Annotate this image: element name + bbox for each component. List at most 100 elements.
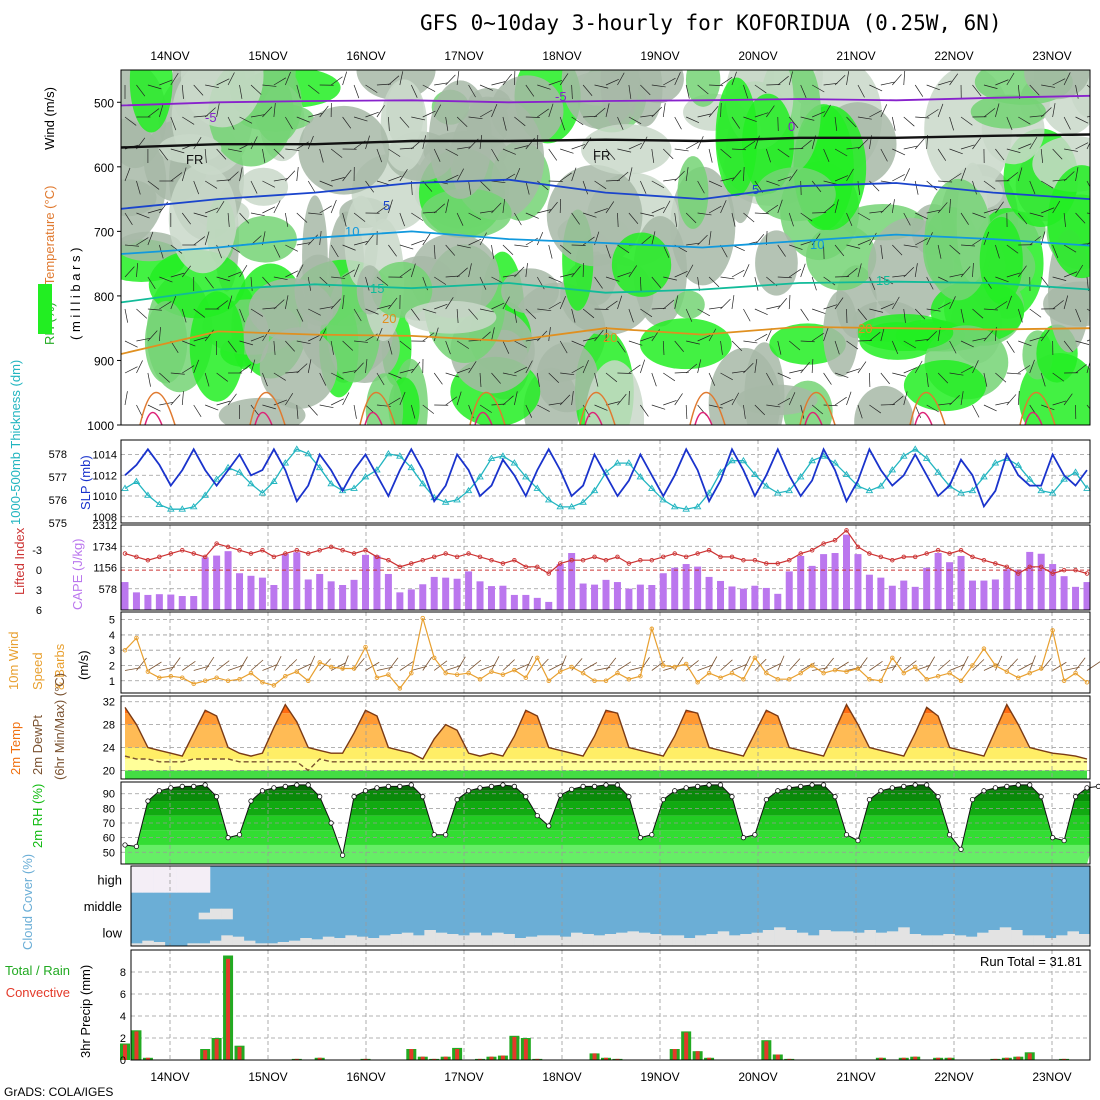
wind-barb [285, 148, 300, 151]
wind-barb [926, 180, 938, 191]
precip-convective-bar [523, 1039, 528, 1060]
wind-barb [353, 84, 360, 99]
rh-point [878, 788, 884, 794]
precip-convective-bar [604, 1057, 608, 1060]
wind-barb [159, 79, 173, 86]
thickness-point [1071, 468, 1080, 475]
wind-barb [468, 238, 482, 246]
cloud-clear-bar [311, 939, 324, 946]
lifted-index-point [1050, 571, 1055, 576]
precip-convective-bar [775, 1054, 780, 1060]
chart-title: GFS 0~10day 3-hourly for KOFORIDUA (0.25… [420, 11, 1002, 35]
wind-barb [410, 263, 416, 278]
cloud-clear-bar [762, 930, 775, 946]
wind-barb [663, 400, 677, 406]
thickness-point [648, 484, 656, 491]
rh-shade-blob [421, 188, 512, 239]
wind-barb [1018, 116, 1031, 125]
cape-bar [522, 594, 530, 610]
rh-point [935, 794, 941, 800]
wind-barb [766, 663, 781, 671]
cloud-clear-bar [875, 932, 888, 946]
wind-barb [399, 71, 404, 86]
thickness-point [453, 496, 461, 503]
cloud-clear-bar [300, 938, 312, 946]
wind-barb [800, 340, 815, 343]
wind-barb [869, 660, 883, 671]
thickness-line [124, 448, 1088, 510]
wind-barb [560, 372, 575, 376]
wind-barb [640, 84, 651, 96]
thickness-point [281, 459, 290, 466]
cloud-clear-bar [198, 912, 211, 920]
wind-barb [926, 232, 933, 246]
rh-point [431, 832, 437, 838]
rh-point [786, 785, 792, 791]
wind-barb [834, 175, 849, 182]
wind-barb [708, 205, 722, 214]
wind-barb [834, 116, 838, 131]
precip-convective-label: Convective [6, 985, 70, 1000]
thickness-point [613, 459, 622, 466]
wind-barb [227, 171, 239, 182]
lifted-index-point [821, 541, 826, 546]
wind-barb [296, 212, 308, 223]
cloud-clear-bar [198, 943, 211, 946]
wind-barb [307, 135, 314, 150]
wind-barb [754, 404, 766, 416]
wind-barb [376, 148, 383, 163]
wind-barb [857, 263, 862, 278]
precip-convective-bar [1016, 1056, 1021, 1060]
wind-barb [915, 238, 928, 246]
wind-barb [869, 210, 884, 214]
wind-barb [571, 308, 576, 323]
rh-shade-blob [501, 268, 559, 314]
temp-band [125, 758, 1087, 771]
thickness-point [888, 466, 897, 473]
wind-barb [823, 304, 838, 310]
wind-barb [147, 372, 151, 387]
cape-bar [1026, 551, 1034, 610]
precip-convective-bar [489, 1056, 494, 1060]
wind-barb [330, 340, 334, 355]
wind-barb [960, 656, 969, 671]
wind-speed-point [764, 670, 769, 676]
thickness-point [407, 463, 416, 471]
wind-barb [365, 308, 379, 315]
wind-barb [949, 296, 956, 310]
wind-speed-point [832, 667, 838, 673]
cape-bar [132, 592, 140, 610]
rh-shade-blob [298, 105, 390, 195]
rh-legend-swatch [38, 284, 52, 334]
wind-barb [181, 167, 187, 182]
x-tick-label-bottom: 21NOV [836, 1070, 875, 1084]
wind-barb [617, 340, 626, 353]
wind-barb [273, 299, 285, 310]
cape-bar [258, 577, 266, 610]
thickness-point [831, 459, 839, 466]
wind-barb [766, 180, 780, 186]
thickness-point [728, 456, 736, 464]
wind-barb [811, 404, 824, 415]
wind-barb [1018, 365, 1031, 374]
wind-barb [926, 308, 941, 312]
wind-barb [686, 242, 701, 246]
wind-barb [353, 263, 360, 278]
wind-barb [548, 201, 558, 214]
wind-barb [136, 360, 143, 374]
wind-barb [594, 208, 608, 214]
rh-shade-blob [168, 163, 238, 274]
precip-convective-bar [134, 1031, 139, 1060]
wind-barb [514, 212, 522, 226]
wind-barb [605, 201, 615, 214]
wind-barb [205, 84, 219, 89]
wind-barb [273, 178, 288, 182]
wind-barb [983, 308, 998, 311]
lifted-index-point [764, 561, 769, 566]
slp-line [124, 447, 1088, 509]
thickness-point [396, 452, 404, 459]
wind-barb [399, 661, 414, 671]
rh-point [202, 782, 208, 788]
